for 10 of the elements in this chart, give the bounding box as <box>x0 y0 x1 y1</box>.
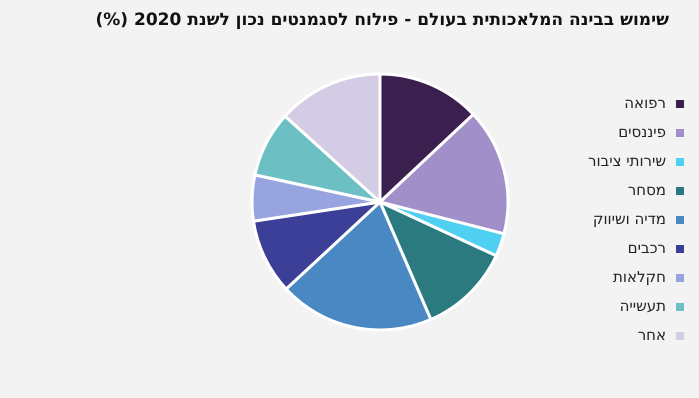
legend-label: אחר <box>638 326 666 344</box>
legend-label: רפואה <box>624 94 666 112</box>
chart-title: שימוש בבינה המלאכותית בעולם - פילוח לסגמנטים נכון לשנת 2020 (%) <box>96 10 670 30</box>
legend-label: תעשייה <box>620 297 666 315</box>
legend-label: מדיה ושיווק <box>592 210 666 228</box>
legend-label: רכבים <box>628 239 666 257</box>
legend-label: שירותי ציבור <box>588 152 666 170</box>
legend-label: חקלאות <box>613 268 666 286</box>
legend-label: מסחר <box>628 181 666 199</box>
legend-label: פיננסים <box>618 123 666 141</box>
